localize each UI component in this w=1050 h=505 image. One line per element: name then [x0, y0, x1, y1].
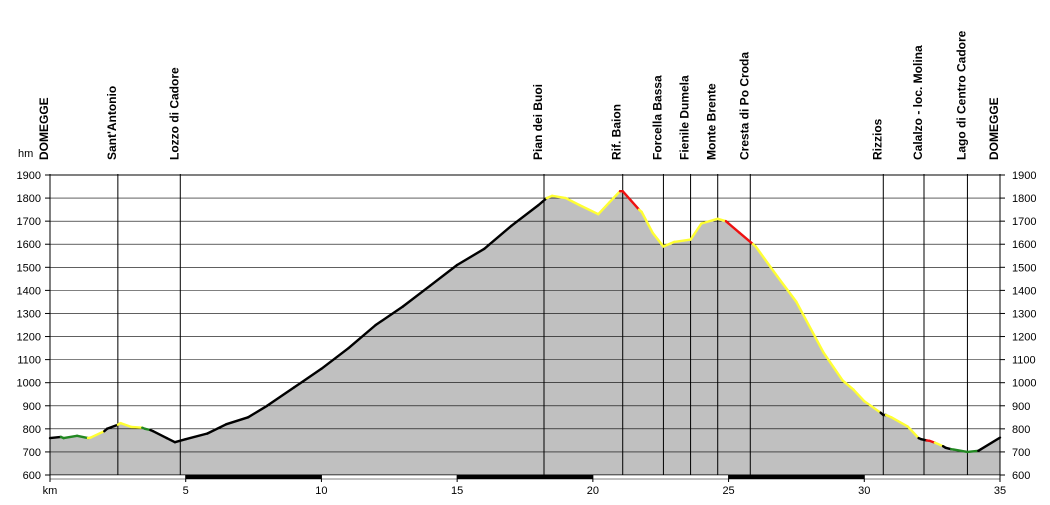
waypoint-label: Sant'Antonio — [105, 86, 119, 160]
waypoint-label: Pian dei Buoi — [531, 84, 545, 160]
profile-segment — [131, 427, 142, 428]
y-tick-label-right: 1800 — [1012, 193, 1036, 205]
y-tick-label-left: 600 — [23, 470, 41, 482]
y-tick-label-left: 1700 — [17, 216, 41, 228]
x-tick-label: km — [43, 485, 58, 497]
y-tick-label-right: 800 — [1012, 424, 1030, 436]
y-tick-label-right: 600 — [1012, 470, 1030, 482]
waypoint-label: Calalzo - loc. Molina — [911, 45, 925, 160]
y-tick-label-right: 1100 — [1012, 355, 1036, 367]
waypoint-label: Cresta di Po Croda — [737, 52, 751, 160]
x-tick-label: 30 — [858, 485, 870, 497]
y-tick-label-left: 700 — [23, 447, 41, 459]
y-tick-label-right: 900 — [1012, 401, 1030, 413]
waypoint-label: Monte Brente — [705, 83, 719, 160]
y-tick-label-left: 800 — [23, 424, 41, 436]
x-tick-label: 10 — [315, 485, 327, 497]
y-tick-label-left: 1600 — [17, 239, 41, 251]
waypoint-label: Forcella Bassa — [650, 75, 664, 160]
y-tick-label-left: 1300 — [17, 308, 41, 320]
x-tick-label: 25 — [722, 485, 734, 497]
km-scale-dark-segment — [729, 475, 865, 479]
y-tick-label-left: 1400 — [17, 285, 41, 297]
waypoint-label: DOMEGGE — [37, 97, 51, 160]
y-tick-label-right: 1300 — [1012, 308, 1036, 320]
x-tick-label: 35 — [994, 485, 1006, 497]
y-tick-label-right: 1500 — [1012, 262, 1036, 274]
y-tick-label-left: 1900 — [17, 170, 41, 182]
waypoint-label: Lago di Centro Cadore — [954, 30, 968, 160]
x-tick-label: 20 — [587, 485, 599, 497]
y-tick-label-right: 1700 — [1012, 216, 1036, 228]
y-tick-label-left: 900 — [23, 401, 41, 413]
profile-segment — [50, 437, 61, 438]
km-scale-dark-segment — [457, 475, 593, 479]
y-tick-label-right: 1600 — [1012, 239, 1036, 251]
y-tick-label-right: 1200 — [1012, 332, 1036, 344]
waypoint-label: DOMEGGE — [987, 97, 1001, 160]
waypoint-label: Rizzios — [870, 118, 884, 160]
y-tick-label-left: 1000 — [17, 378, 41, 390]
waypoint-label: Lozzo di Cadore — [167, 67, 181, 160]
y-tick-label-left: 1500 — [17, 262, 41, 274]
y-tick-label-right: 700 — [1012, 447, 1030, 459]
y-axis-unit-label: hm — [18, 148, 33, 160]
y-tick-label-left: 1200 — [17, 332, 41, 344]
x-tick-label: 15 — [451, 485, 463, 497]
y-tick-label-left: 1800 — [17, 193, 41, 205]
y-tick-label-right: 1400 — [1012, 285, 1036, 297]
waypoint-label: Fienile Dumela — [678, 75, 692, 160]
profile-segment — [967, 451, 978, 452]
y-tick-label-right: 1900 — [1012, 170, 1036, 182]
x-tick-label: 5 — [183, 485, 189, 497]
y-tick-label-left: 1100 — [17, 355, 41, 367]
y-tick-label-right: 1000 — [1012, 378, 1036, 390]
km-scale-dark-segment — [186, 475, 322, 479]
waypoint-label: Rif. Baion — [610, 104, 624, 160]
